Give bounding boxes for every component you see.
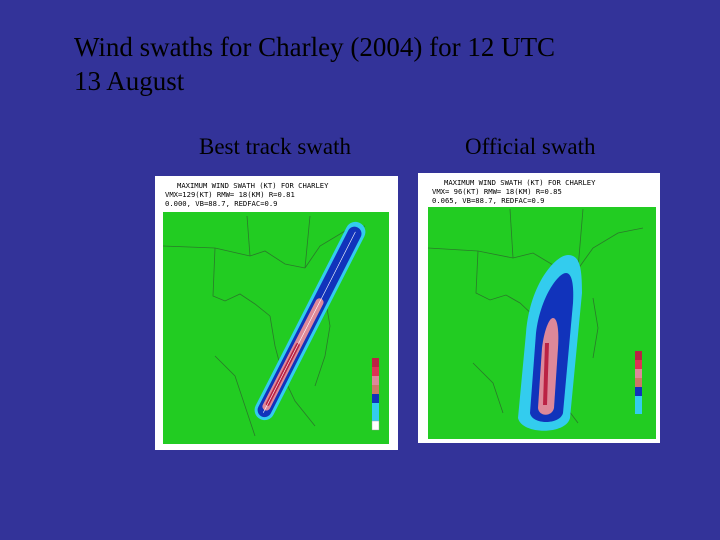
official-swath-map: MAXIMUM WIND SWATH (KT) FOR CHARLEY VMX=…	[418, 173, 660, 443]
official-swath-caption: Official swath	[465, 134, 596, 159]
slide-title-line-1: Wind swaths for Charley (2004) for 12 UT…	[74, 32, 556, 62]
slide-title-line-2: 13 August	[74, 66, 185, 96]
wind-swath	[518, 255, 582, 431]
color-legend	[371, 358, 380, 431]
color-legend	[635, 351, 642, 414]
map-header-line-3: 0.000, VB=88.7, REDFAC=0.9	[165, 199, 278, 208]
map-header-line-1: MAXIMUM WIND SWATH (KT) FOR CHARLEY	[177, 181, 329, 190]
slide-title: Wind swaths for Charley (2004) for 12 UT…	[74, 30, 694, 98]
best-track-swath-map: MAXIMUM WIND SWATH (KT) FOR CHARLEY VMX=…	[155, 176, 398, 450]
map-header-line-2: VMX= 96(KT) RMW= 18(KM) R=0.85	[432, 187, 562, 196]
map-header-line-3: 0.065, VB=88.7, REDFAC=0.9	[432, 196, 545, 205]
best-track-caption: Best track swath	[199, 134, 352, 159]
map-header-line-1: MAXIMUM WIND SWATH (KT) FOR CHARLEY	[444, 178, 596, 187]
map-header-line-2: VMX=129(KT) RMW= 18(KM) R=0.81	[165, 190, 295, 199]
wind-swath	[254, 221, 366, 421]
